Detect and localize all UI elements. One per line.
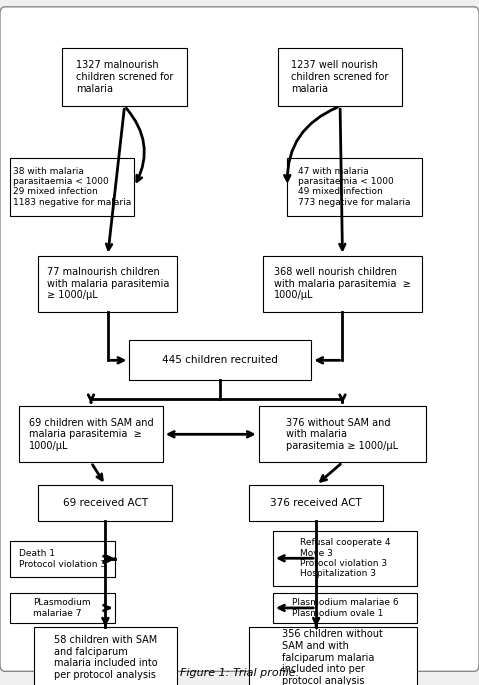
Text: 38 with malaria
parasitaemia < 1000
29 mixed infection
1183 negative for malaria: 38 with malaria parasitaemia < 1000 29 m…	[13, 166, 131, 207]
FancyBboxPatch shape	[62, 48, 187, 106]
FancyBboxPatch shape	[38, 485, 172, 521]
FancyBboxPatch shape	[34, 627, 177, 685]
Text: 376 without SAM and
with malaria
parasitemia ≥ 1000/μL: 376 without SAM and with malaria parasit…	[286, 418, 399, 451]
Text: Figure 1: Trial profile.: Figure 1: Trial profile.	[180, 668, 299, 677]
FancyArrowPatch shape	[126, 108, 144, 182]
FancyBboxPatch shape	[249, 485, 383, 521]
FancyBboxPatch shape	[287, 158, 422, 216]
FancyBboxPatch shape	[10, 593, 115, 623]
Text: 58 children with SAM
and falciparum
malaria included into
per protocol analysis: 58 children with SAM and falciparum mala…	[54, 635, 157, 680]
Text: Plasmodium malariae 6
Plasmodium ovale 1: Plasmodium malariae 6 Plasmodium ovale 1	[292, 598, 398, 618]
FancyBboxPatch shape	[273, 593, 417, 623]
FancyBboxPatch shape	[19, 406, 163, 462]
FancyBboxPatch shape	[263, 256, 422, 312]
FancyBboxPatch shape	[10, 541, 115, 577]
Text: 69 received ACT: 69 received ACT	[63, 498, 148, 508]
FancyBboxPatch shape	[278, 48, 402, 106]
Text: 47 with malaria
parasitaemia < 1000
49 mixed infection
773 negative for malaria: 47 with malaria parasitaemia < 1000 49 m…	[298, 166, 411, 207]
Text: Death 1
Protocol violation 3: Death 1 Protocol violation 3	[19, 549, 106, 569]
FancyBboxPatch shape	[10, 158, 134, 216]
FancyBboxPatch shape	[259, 406, 426, 462]
FancyArrowPatch shape	[285, 108, 338, 181]
FancyBboxPatch shape	[273, 531, 417, 586]
FancyBboxPatch shape	[38, 256, 177, 312]
FancyBboxPatch shape	[249, 627, 417, 685]
Text: 1237 well nourish
children screned for
malaria: 1237 well nourish children screned for m…	[291, 60, 389, 94]
Text: 77 malnourish children
with malaria parasitemia
≥ 1000/μL: 77 malnourish children with malaria para…	[46, 267, 169, 300]
Text: 445 children recruited: 445 children recruited	[162, 356, 278, 365]
FancyBboxPatch shape	[129, 340, 311, 380]
Text: 368 well nourish children
with malaria parasitemia  ≥
1000/μL: 368 well nourish children with malaria p…	[274, 267, 411, 300]
Text: PLasmodium
malariae 7: PLasmodium malariae 7	[34, 598, 91, 618]
Text: 69 children with SAM and
malaria parasitemia  ≥
1000/μL: 69 children with SAM and malaria parasit…	[29, 418, 153, 451]
FancyBboxPatch shape	[0, 7, 479, 671]
Text: 356 children without
SAM and with
falciparum malaria
included into per
protocol : 356 children without SAM and with falcip…	[283, 630, 383, 685]
Text: 376 received ACT: 376 received ACT	[270, 498, 362, 508]
Text: Refusal cooperate 4
Move 3
Protocol violation 3
Hospitalization 3: Refusal cooperate 4 Move 3 Protocol viol…	[300, 538, 390, 578]
Text: 1327 malnourish
children screned for
malaria: 1327 malnourish children screned for mal…	[76, 60, 173, 94]
